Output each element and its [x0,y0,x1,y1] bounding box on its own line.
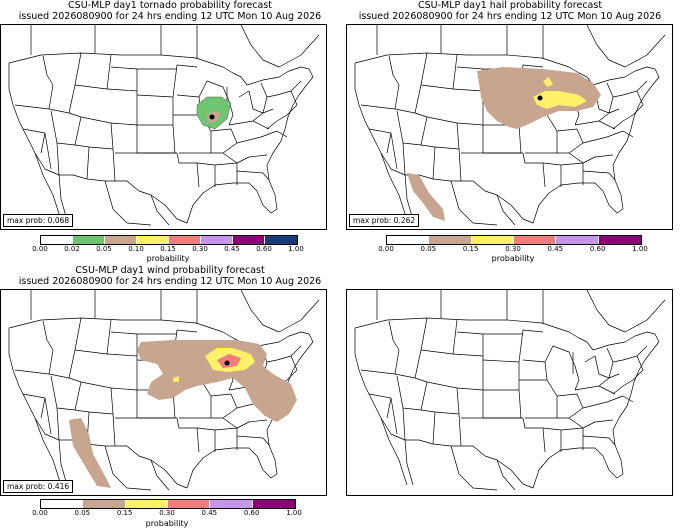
hail-map: max prob: 0.262 [346,24,673,230]
wind-colorbar-ticks: 0.00 0.05 0.15 0.30 0.45 0.60 1.00 [32,509,302,519]
colorbar-tick-label: 0.05 [96,245,112,253]
hail-max-marker [537,95,543,101]
wind-map: max prob: 0.416 [0,289,327,496]
colorbar-segment [73,236,105,244]
hail-title-line1: CSU-MLP day1 hail probability forecast [417,0,603,11]
colorbar-tick-label: 0.05 [420,245,437,253]
colorbar-tick-label: 0.45 [547,245,564,253]
hail-colorbar [386,235,642,245]
colorbar-segment [513,236,557,244]
colorbar-tick-label: 0.10 [128,245,144,253]
tornado-map: max prob: 0.068 [0,24,327,230]
colorbar-segment [105,236,137,244]
wind-prob-area-low [137,340,297,422]
hail-colorbar-ticks: 0.00 0.05 0.15 0.30 0.45 0.60 1.00 [378,245,648,255]
wind-title: CSU-MLP day1 wind probability forecast i… [0,265,340,287]
tornado-title: CSU-MLP day1 tornado probability forecas… [0,0,340,22]
colorbar-segment [201,236,233,244]
hail-title: CSU-MLP day1 hail probability forecast i… [340,0,680,22]
hail-title-line2: issued 2026080900 for 24 hrs ending 12 U… [358,11,662,22]
wind-max-marker [224,360,230,366]
tornado-colorbar-label: probability [146,254,190,263]
colorbar-tick-label: 1.00 [288,245,304,253]
hail-max-prob: max prob: 0.262 [349,214,420,227]
tornado-colorbar [40,235,298,245]
colorbar-segment [233,236,265,244]
colorbar-tick-label: 0.02 [64,245,80,253]
colorbar-segment [252,500,295,508]
colorbar-segment [556,236,599,244]
colorbar-tick-label: 1.00 [286,509,302,517]
hail-colorbar-label: probability [491,254,535,263]
hail-prob-area-mid [533,91,587,109]
colorbar-segment [598,236,641,244]
tornado-max-prob: max prob: 0.068 [3,214,74,227]
colorbar-tick-label: 0.00 [32,245,48,253]
colorbar-tick-label: 0.45 [201,509,218,517]
colorbar-tick-label: 0.60 [256,245,272,253]
empty-map [346,289,673,496]
colorbar-tick-label: 0.15 [116,509,133,517]
wind-prob-area-southwest [69,418,111,488]
wind-title-line1: CSU-MLP day1 wind probability forecast [75,265,265,276]
colorbar-tick-label: 0.30 [159,509,175,517]
colorbar-segment [83,500,126,508]
colorbar-tick-label: 0.60 [243,509,260,517]
colorbar-segment [41,236,73,244]
wind-max-prob: max prob: 0.416 [3,480,74,493]
colorbar-segment [167,500,211,508]
tornado-title-line1: CSU-MLP day1 tornado probability forecas… [68,0,272,11]
colorbar-segment [41,500,84,508]
wind-colorbar-label: probability [145,519,189,528]
wind-colorbar [40,499,296,509]
colorbar-segment [137,236,169,244]
wind-prob-area-high [217,354,241,368]
colorbar-tick-label: 0.30 [505,245,521,253]
colorbar-segment [169,236,201,244]
colorbar-tick-label: 0.05 [74,509,91,517]
hail-prob-area-southwest [407,173,445,221]
colorbar-segment [125,500,168,508]
colorbar-segment [387,236,430,244]
colorbar-segment [429,236,472,244]
tornado-colorbar-ticks: 0.00 0.02 0.05 0.10 0.15 0.30 0.45 0.60 1.00 [32,245,304,255]
colorbar-tick-label: 0.00 [378,245,394,253]
tornado-title-line2: issued 2026080900 for 24 hrs ending 12 U… [18,11,322,22]
colorbar-segment [265,236,297,244]
colorbar-tick-label: 0.00 [32,509,48,517]
tornado-max-marker [209,114,215,120]
colorbar-tick-label: 0.30 [192,245,208,253]
colorbar-segment [210,500,253,508]
colorbar-tick-label: 0.15 [160,245,176,253]
colorbar-tick-label: 1.00 [632,245,648,253]
colorbar-tick-label: 0.60 [589,245,606,253]
wind-title-line2: issued 2026080900 for 24 hrs ending 12 U… [18,276,322,287]
colorbar-tick-label: 0.15 [462,245,479,253]
colorbar-segment [471,236,514,244]
colorbar-tick-label: 0.45 [224,245,240,253]
